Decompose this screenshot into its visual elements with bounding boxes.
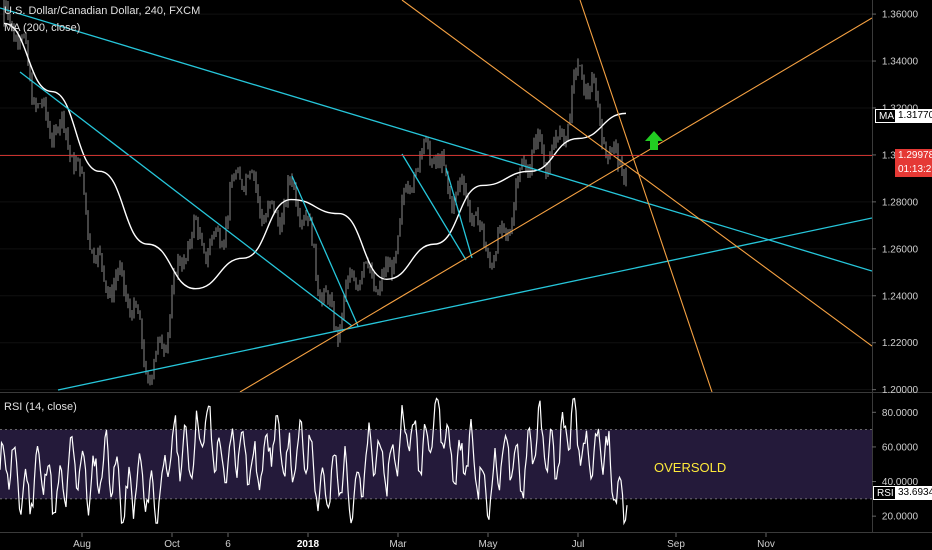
ma-value-tag: 1.31770: [895, 109, 932, 123]
rsi-tick-label: 40.0000: [882, 477, 919, 488]
time-tick-label: 2018: [297, 539, 320, 550]
trendlines: [0, 0, 872, 392]
time-tick-label: Jul: [572, 539, 585, 550]
price-tick-label: 1.34000: [882, 57, 919, 68]
time-tick-label: Mar: [389, 539, 407, 550]
rsi-legend-label: RSI (14, close): [4, 401, 77, 413]
rsi-value-tag: 33.6934: [895, 486, 932, 500]
ma-legend-label: MA (200, close): [4, 22, 81, 34]
chart-title: U.S. Dollar/Canadian Dollar, 240, FXCM: [4, 5, 200, 17]
price-value-tag: 1.29978: [895, 149, 932, 163]
countdown-tag: 01:13:21: [895, 163, 932, 177]
time-tick-label: May: [479, 539, 498, 550]
symbol-title: U.S. Dollar/Canadian Dollar, 240, FXCM: [4, 5, 201, 17]
grid: [0, 13, 872, 391]
ma-200-line: [3, 22, 627, 290]
cyan-trendline: [0, 7, 872, 272]
oversold-annotation: OVERSOLD: [654, 460, 727, 475]
rsi-legend[interactable]: RSI (14, close): [4, 401, 77, 413]
time-tick-label: 6: [225, 539, 231, 550]
cyan-trendline: [445, 167, 473, 259]
price-tick-label: 1.22000: [882, 338, 919, 349]
price-tick-label: 1.24000: [882, 291, 919, 302]
ma-legend[interactable]: MA (200, close): [4, 22, 80, 34]
rsi-name-tag: RSI: [873, 486, 898, 500]
cyan-trendline: [57, 217, 872, 391]
time-tick-label: Nov: [757, 539, 775, 550]
rsi-tick-label: 60.0000: [882, 442, 919, 453]
rsi-tick-label: 20.0000: [882, 512, 919, 523]
cyan-trendline: [19, 71, 353, 327]
price-tick-label: 1.20000: [882, 385, 919, 396]
rsi-band: [0, 429, 872, 499]
rsi-tick-label: 80.0000: [882, 408, 919, 419]
price-tick-label: 1.36000: [882, 10, 919, 21]
cyan-trendline: [291, 175, 359, 327]
time-tick-label: Oct: [164, 539, 180, 550]
price-tick-label: 1.26000: [882, 244, 919, 255]
time-tick-label: Sep: [667, 539, 685, 550]
green-up-arrow-icon: [645, 131, 663, 150]
rsi-pane: [0, 397, 872, 526]
orange-trendline: [401, 0, 872, 347]
cyan-trendline: [401, 153, 467, 261]
price-tick-label: 1.28000: [882, 197, 919, 208]
orange-trendline: [239, 17, 872, 392]
time-tick-label: Aug: [73, 539, 91, 550]
price-tick-label: 1.32000: [882, 103, 919, 114]
rsi-line: [0, 397, 628, 526]
price-candles: [3, 0, 627, 386]
orange-trendline: [579, 0, 713, 392]
